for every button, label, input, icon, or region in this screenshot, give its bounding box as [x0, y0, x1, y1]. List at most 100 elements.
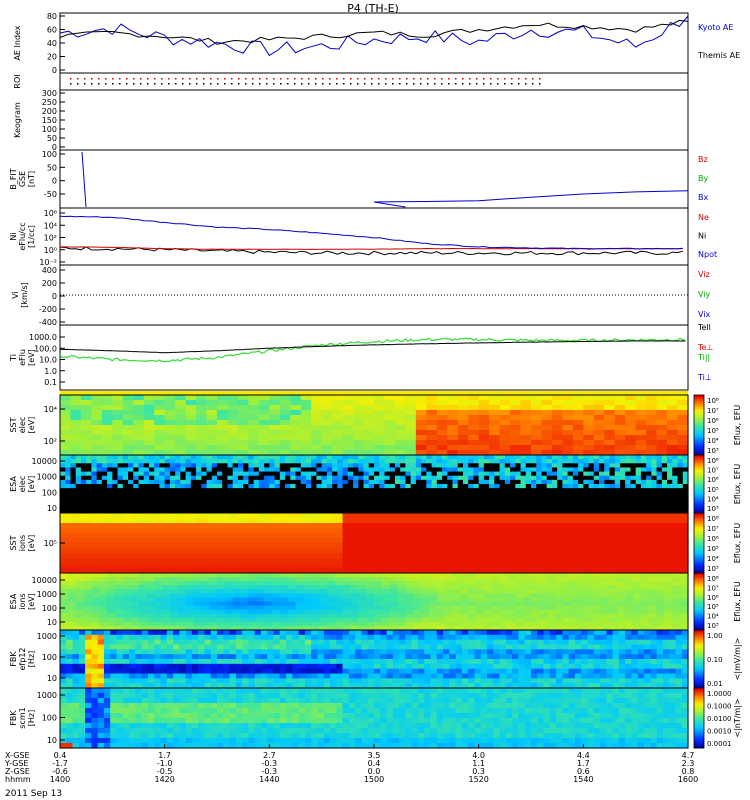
esa-elec-panel-cell [536, 475, 543, 481]
sst-elec-panel-cell [206, 450, 218, 456]
sst-ions-panel-cell [520, 533, 532, 539]
esa-ions-panel-cell [405, 593, 414, 599]
esa-elec-panel-cell [107, 459, 113, 464]
esa-elec-panel-cell [211, 484, 218, 489]
esa-elec-panel-cell [567, 488, 574, 493]
esa-ions-panel-cell [185, 621, 195, 627]
esa-elec-panel-cell [656, 467, 663, 473]
sst-ions-panel-cell [332, 523, 344, 529]
sst-elec-panel-cell [436, 450, 448, 456]
esa-elec-panel-cell [646, 496, 652, 502]
esa-elec-panel-cell [672, 475, 679, 481]
esa-elec-panel-cell [656, 484, 663, 489]
esa-elec-panel-colorbar-seg [694, 499, 704, 502]
esa-elec-panel-cell [646, 504, 652, 510]
esa-ions-panel-cell [146, 625, 155, 631]
esa-ions-panel-cell [60, 593, 69, 599]
sst-ions-panel-cell [604, 553, 616, 559]
fbk-e-panel-cell [173, 668, 180, 675]
sst-elec-panel-cell [248, 425, 260, 431]
esa-ions-panel-cell [578, 581, 587, 586]
sst-ions-panel-cell [614, 548, 626, 554]
esa-ions-panel-cell [664, 609, 673, 615]
sst-ions-panel-cell [342, 543, 354, 549]
esa-elec-panel-colorbar-seg [694, 476, 704, 479]
sst-elec-panel-cell [60, 430, 72, 436]
sst-elec-panel-cell [164, 435, 176, 441]
sst-ions-panel-cell [562, 558, 574, 564]
esa-elec-panel-cell [358, 500, 365, 506]
sst-ions-panel-cell [185, 548, 197, 554]
esa-elec-panel-colorbar-seg [694, 493, 704, 497]
sst-elec-panel-cell [468, 415, 480, 421]
sst-ions-panel-cell [279, 513, 291, 519]
esa-elec-panel-cell [499, 500, 506, 506]
esa-elec-panel-cell [75, 496, 82, 502]
esa-ions-panel-cell [468, 577, 477, 582]
esa-elec-panel-cell [305, 467, 312, 473]
esa-ions-panel-cell [413, 585, 422, 590]
esa-elec-panel-cell [363, 467, 370, 473]
sst-ions-panel-cell [604, 533, 616, 539]
esa-ions-panel-cell [240, 597, 249, 603]
esa-ions-panel-cell [656, 625, 666, 631]
esa-elec-panel-cell [358, 508, 365, 514]
esa-ions-panel-cell [428, 597, 438, 603]
sst-ions-panel-cell [614, 543, 626, 549]
esa-ions-panel-cell [476, 613, 485, 619]
sst-ions-panel-cell [646, 528, 658, 534]
bfit-panel-legend-0: Bz [698, 155, 708, 164]
esa-elec-panel-cell [342, 484, 349, 489]
esa-elec-panel-cell [164, 467, 171, 473]
esa-elec-panel-cell [269, 492, 276, 498]
esa-elec-panel-cell [101, 500, 108, 506]
esa-ions-panel-cell [185, 581, 195, 586]
sst-ions-panel-cell [91, 538, 103, 544]
esa-ions-panel-cell [240, 585, 249, 590]
sst-elec-panel-cell [196, 425, 208, 431]
roi-dot [84, 78, 86, 80]
sst-ions-panel-cell [290, 518, 302, 524]
sst-elec-panel-cell [562, 415, 574, 421]
sst-ions-panel-cell [457, 558, 469, 564]
sst-ions-panel-cell [269, 553, 281, 559]
esa-ions-panel-cell [271, 609, 281, 615]
sst-ions-panel-cell [217, 518, 229, 524]
sst-elec-panel-cell [572, 395, 584, 401]
esa-ions-panel-cell [264, 589, 273, 594]
sst-ions-panel-cell [217, 568, 229, 574]
esa-elec-panel-cell [609, 488, 616, 493]
esa-elec-panel-cell [483, 508, 490, 514]
esa-ions-panel-cell [507, 577, 516, 582]
esa-ions-panel-cell [648, 597, 658, 603]
esa-elec-panel-cell [148, 492, 155, 498]
esa-ions-panel-cell [287, 597, 297, 603]
sst-ions-panel-cell [457, 543, 469, 549]
esa-ions-panel-cell [374, 617, 383, 623]
esa-elec-panel-cell [614, 467, 621, 473]
sst-elec-panel-cell [635, 420, 647, 426]
sst-ions-panel-cell [279, 558, 291, 564]
esa-ions-panel-cell [656, 585, 666, 590]
sst-ions-panel-cell [248, 513, 260, 519]
esa-elec-panel-cell [510, 504, 516, 510]
fbk-e-panel-cell [166, 654, 174, 660]
sst-ions-panel-cell [196, 543, 208, 549]
esa-ions-panel-cell [185, 597, 195, 603]
esa-elec-panel-cell [86, 475, 92, 481]
sst-ions-panel-cell [510, 563, 522, 569]
esa-elec-panel-cell [410, 496, 417, 502]
sst-ions-panel-cell [185, 538, 197, 544]
sst-elec-panel-cell [499, 435, 511, 441]
esa-ions-panel-cell [499, 617, 509, 623]
esa-elec-panel-cell [65, 471, 72, 477]
sst-ions-panel-cell [300, 553, 312, 559]
esa-elec-panel-cell [311, 492, 318, 498]
fbk-e-panel-cell [191, 673, 199, 679]
fbk-e-panel-cell [166, 683, 174, 689]
roi-dot [112, 83, 114, 85]
ti-panel-legend-2: Ti|| [697, 353, 710, 362]
esa-ions-panel-cell [538, 605, 548, 611]
esa-elec-panel-cell [60, 500, 66, 506]
sst-ions-panel-cell [353, 513, 365, 519]
